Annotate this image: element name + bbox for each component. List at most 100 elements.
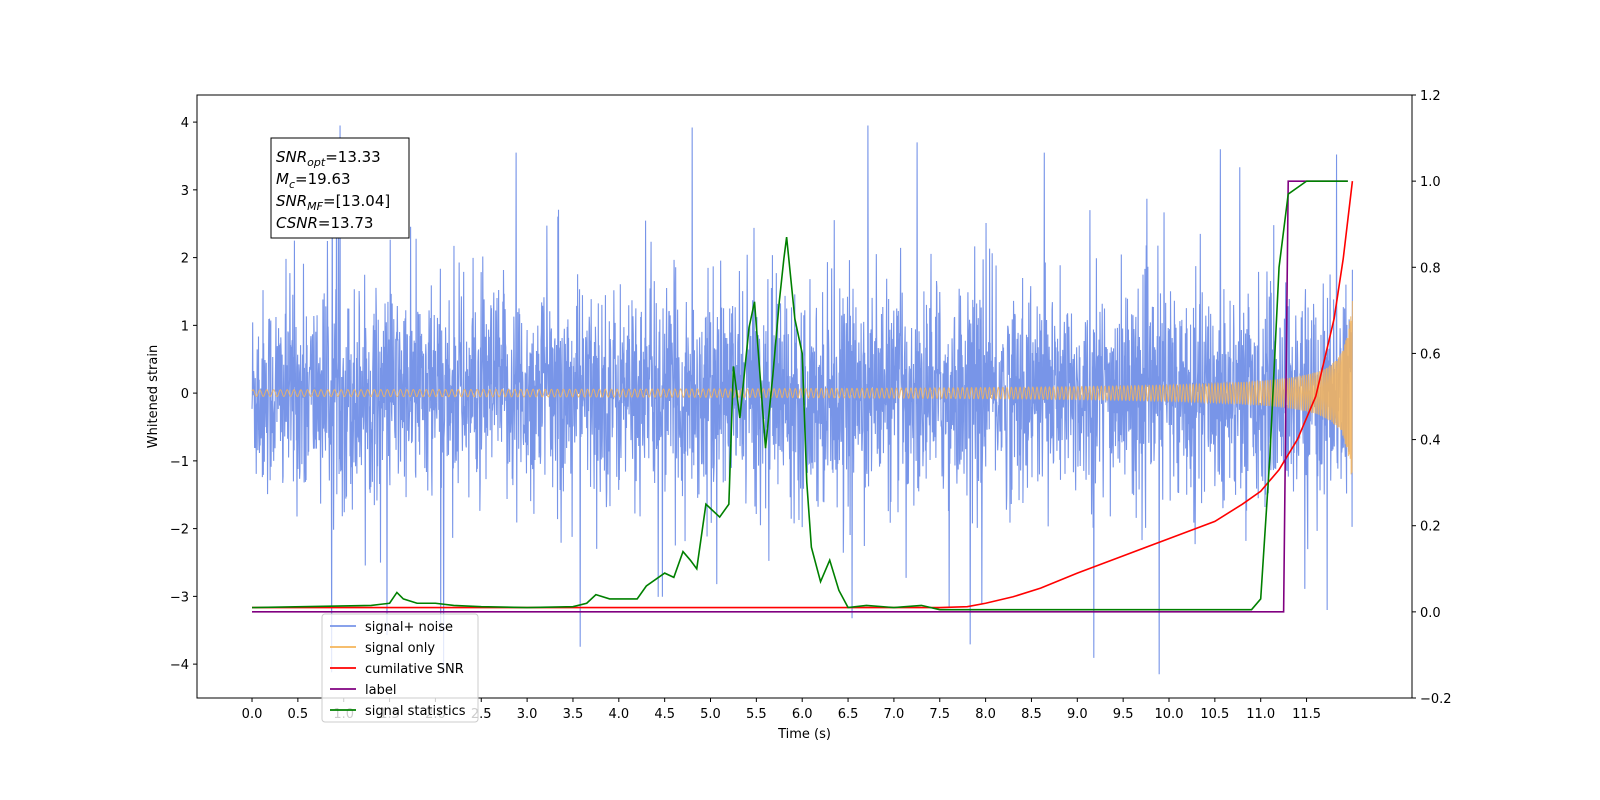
y-tick-right-label: 0.0 bbox=[1420, 606, 1441, 621]
x-tick: 8.0 bbox=[975, 698, 996, 722]
x-tick-label: 6.5 bbox=[838, 707, 859, 722]
y-tick-right: 1.2 bbox=[1412, 89, 1441, 104]
x-tick: 4.0 bbox=[608, 698, 629, 722]
y-tick-left-label: 4 bbox=[181, 116, 189, 131]
series-cumilative-snr bbox=[252, 181, 1354, 609]
y-tick-right-label: 1.0 bbox=[1420, 175, 1441, 190]
x-tick-label: 9.0 bbox=[1067, 707, 1088, 722]
y-tick-right-label: −0.2 bbox=[1420, 692, 1452, 707]
y-tick-right: 1.0 bbox=[1412, 175, 1441, 190]
x-tick-label: 4.0 bbox=[608, 707, 629, 722]
y-tick-right: 0.4 bbox=[1412, 434, 1441, 449]
y-tick-left-label: 2 bbox=[181, 252, 189, 267]
x-axis-label: Time (s) bbox=[777, 727, 831, 742]
legend-entry: signal only bbox=[330, 641, 435, 656]
y-tick-right: 0.0 bbox=[1412, 606, 1441, 621]
plot-frame bbox=[196, 94, 1413, 699]
x-tick-label: 7.5 bbox=[929, 707, 950, 722]
y-tick-right: −0.2 bbox=[1412, 692, 1452, 707]
x-tick: 11.0 bbox=[1246, 698, 1275, 722]
annotation-line: SNRopt=13.33 bbox=[276, 148, 381, 169]
x-tick: 4.5 bbox=[654, 698, 675, 722]
x-tick-label: 11.5 bbox=[1292, 707, 1321, 722]
y-tick-left: 0 bbox=[181, 387, 197, 402]
x-tick: 7.5 bbox=[929, 698, 950, 722]
x-tick-label: 5.5 bbox=[746, 707, 767, 722]
y-tick-right: 0.2 bbox=[1412, 520, 1441, 535]
legend: signal+ noise signal only cumilative SNR la… bbox=[321, 613, 479, 723]
legend-label: label bbox=[365, 683, 396, 698]
annotation-box bbox=[270, 137, 410, 239]
x-tick: 10.0 bbox=[1155, 698, 1184, 722]
x-tick-label: 0.0 bbox=[242, 707, 263, 722]
y-tick-right: 0.8 bbox=[1412, 261, 1441, 276]
legend-label: signal only bbox=[365, 641, 435, 656]
x-tick: 10.5 bbox=[1200, 698, 1229, 722]
x-tick: 9.5 bbox=[1113, 698, 1134, 722]
x-tick: 3.0 bbox=[517, 698, 538, 722]
y-tick-left-label: 3 bbox=[181, 184, 189, 199]
y-tick-left: −4 bbox=[170, 658, 197, 673]
x-tick: 5.0 bbox=[700, 698, 721, 722]
legend-entry: cumilative SNR bbox=[330, 662, 464, 677]
y-tick-right-label: 0.2 bbox=[1420, 520, 1441, 535]
y-tick-right-label: 0.6 bbox=[1420, 347, 1441, 362]
x-tick-label: 8.0 bbox=[975, 707, 996, 722]
x-tick-label: 9.5 bbox=[1113, 707, 1134, 722]
x-tick-label: 4.5 bbox=[654, 707, 675, 722]
y-tick-left-label: −4 bbox=[170, 658, 189, 673]
y-tick-left: −1 bbox=[170, 455, 197, 470]
x-tick-label: 10.0 bbox=[1155, 707, 1184, 722]
x-tick: 5.5 bbox=[746, 698, 767, 722]
legend-entry: signal statistics bbox=[330, 704, 466, 719]
legend-box bbox=[321, 613, 479, 723]
x-tick-label: 0.5 bbox=[288, 707, 309, 722]
y-tick-left-label: 0 bbox=[181, 387, 189, 402]
y-tick-left-label: 1 bbox=[181, 319, 189, 334]
y-tick-left: −2 bbox=[170, 523, 197, 538]
y-axis-left: −4 −3 −2 −1 0 1 2 3 4 bbox=[170, 116, 197, 673]
x-tick: 0.0 bbox=[242, 698, 263, 722]
stats-annotation: SNRopt=13.33Mc=19.63SNRMF=[13.04]CSNR=13… bbox=[270, 137, 410, 239]
x-tick: 7.0 bbox=[884, 698, 905, 722]
y-axis-label: Whitened strain bbox=[146, 345, 161, 448]
x-tick-label: 8.5 bbox=[1021, 707, 1042, 722]
x-tick-label: 6.0 bbox=[792, 707, 813, 722]
y-tick-left-label: −3 bbox=[170, 590, 189, 605]
y-tick-left: 1 bbox=[181, 319, 197, 334]
x-tick: 9.0 bbox=[1067, 698, 1088, 722]
legend-entry: signal+ noise bbox=[330, 620, 453, 635]
legend-label: cumilative SNR bbox=[365, 662, 464, 677]
series-signal-statistics bbox=[252, 180, 1348, 611]
x-tick-label: 3.0 bbox=[517, 707, 538, 722]
legend-label: signal statistics bbox=[365, 704, 466, 719]
y-tick-right-label: 0.4 bbox=[1420, 434, 1441, 449]
y-tick-left: −3 bbox=[170, 590, 197, 605]
y-tick-left-label: −1 bbox=[170, 455, 189, 470]
annotation-line: Mc=19.63 bbox=[276, 170, 351, 191]
annotation-line: SNRMF=[13.04] bbox=[276, 192, 390, 213]
x-tick: 8.5 bbox=[1021, 698, 1042, 722]
y-axis-right: −0.2 0.0 0.2 0.4 0.6 0.8 1.0 1.2 bbox=[1412, 89, 1452, 707]
series-signal-noise bbox=[251, 125, 1353, 675]
plot-area bbox=[251, 125, 1354, 675]
y-tick-left: 3 bbox=[181, 184, 197, 199]
y-tick-left: 4 bbox=[181, 116, 197, 131]
y-tick-left: 2 bbox=[181, 252, 197, 267]
x-tick: 6.5 bbox=[838, 698, 859, 722]
x-tick: 6.0 bbox=[792, 698, 813, 722]
x-tick-label: 7.0 bbox=[884, 707, 905, 722]
y-tick-right: 0.6 bbox=[1412, 347, 1441, 362]
y-tick-right-label: 1.2 bbox=[1420, 89, 1441, 104]
annotation-line: CSNR=13.73 bbox=[276, 214, 373, 232]
x-tick: 0.5 bbox=[288, 698, 309, 722]
legend-entry: label bbox=[330, 683, 396, 698]
x-tick-label: 11.0 bbox=[1246, 707, 1275, 722]
x-tick: 3.5 bbox=[563, 698, 584, 722]
x-tick-label: 5.0 bbox=[700, 707, 721, 722]
series-signal-only bbox=[251, 301, 1353, 475]
x-tick-label: 3.5 bbox=[563, 707, 584, 722]
x-tick-label: 10.5 bbox=[1200, 707, 1229, 722]
x-tick: 11.5 bbox=[1292, 698, 1321, 722]
y-tick-right-label: 0.8 bbox=[1420, 261, 1441, 276]
